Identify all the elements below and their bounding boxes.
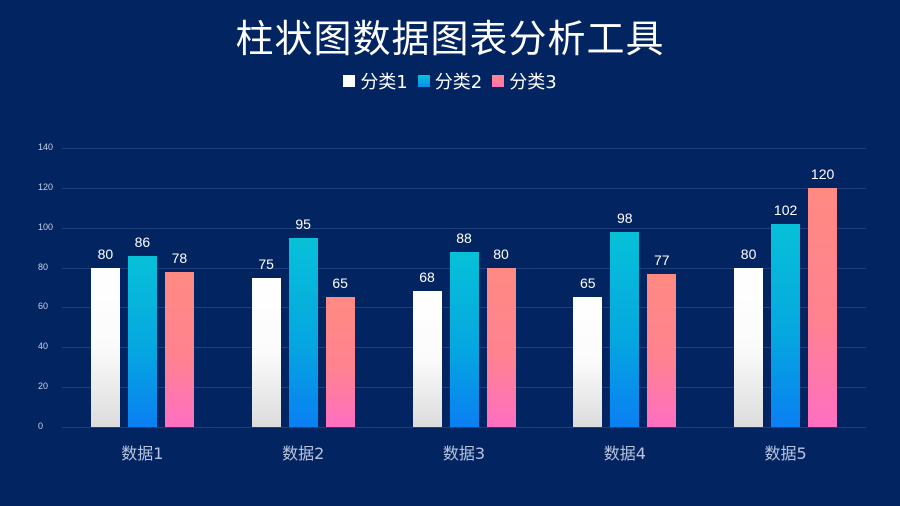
legend-label: 分类1 [360,72,408,93]
bar-1-series-1[interactable] [90,267,120,427]
data-label: 78 [171,249,188,266]
data-label: 80 [493,245,509,262]
data-label: 80 [97,245,114,262]
gridline [62,187,866,189]
y-tick-label: 20 [38,381,49,392]
legend-item-series-3[interactable]: 分类3 [492,68,557,94]
y-tick-label: 0 [38,421,44,431]
data-label: 102 [773,201,798,218]
data-label: 120 [810,165,835,182]
gridline [62,227,866,229]
data-label: 68 [419,269,435,286]
x-tick-label: 数据1 [121,444,164,463]
legend-item-series-2[interactable]: 分类2 [417,68,483,94]
bar-4-series-2[interactable] [610,231,640,427]
legend-swatch-icon [343,75,356,87]
bar-5-series-3[interactable] [808,187,838,427]
bar-3-series-1[interactable] [412,291,442,427]
bar-3-series-3[interactable] [486,267,516,427]
legend-swatch-icon [492,75,505,87]
data-label: 65 [580,275,596,292]
y-tick-label: 40 [38,341,49,352]
data-label: 65 [332,275,348,292]
gridline [62,427,866,428]
legend: 分类1 分类2 分类3 [0,68,900,94]
bar-2-series-3[interactable] [325,297,355,427]
data-label: 98 [617,209,633,226]
x-tick-label: 数据2 [282,444,325,463]
bar-2-series-1[interactable] [251,277,281,427]
bar-5-series-2[interactable] [771,223,801,427]
gridline [62,148,866,149]
y-tick-label: 140 [38,142,54,152]
data-label: 86 [134,233,151,250]
bar-1-series-2[interactable] [127,255,157,427]
y-tick-label: 120 [38,181,54,192]
bar-4-series-3[interactable] [647,273,677,427]
bar-5-series-1[interactable] [734,267,764,427]
data-label: 77 [654,251,670,268]
data-label: 75 [258,255,274,272]
x-tick-label: 数据5 [764,444,807,463]
bar-1-series-3[interactable] [164,271,194,427]
plot-area: 80 86 78 75 95 65 68 88 80 65 98 77 80 102 120 [62,148,866,428]
data-label: 95 [295,215,311,232]
chart-title: 柱状图数据图表分析工具 [235,17,665,61]
x-tick-label: 数据3 [442,444,486,463]
y-tick-label: 60 [38,301,49,312]
bar-4-series-1[interactable] [573,297,603,427]
data-label: 88 [456,229,472,246]
legend-label: 分类2 [434,72,483,93]
bar-3-series-2[interactable] [449,251,479,427]
y-tick-label: 80 [38,261,49,272]
legend-label: 分类3 [509,72,557,93]
bar-2-series-2[interactable] [288,237,318,427]
data-label: 80 [740,245,757,262]
x-tick-label: 数据4 [603,444,646,463]
legend-item-series-1[interactable]: 分类1 [343,68,408,94]
y-tick-label: 100 [38,221,54,232]
legend-swatch-icon [417,75,430,87]
